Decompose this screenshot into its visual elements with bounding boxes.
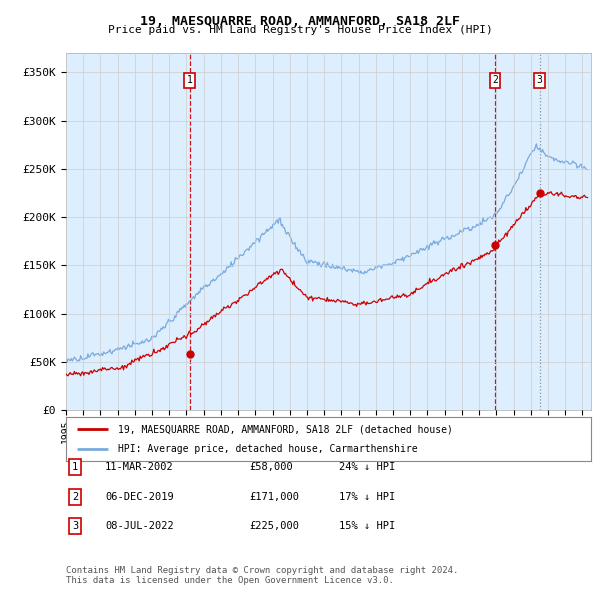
- Text: 1: 1: [72, 463, 78, 472]
- Text: £171,000: £171,000: [249, 492, 299, 502]
- Text: £58,000: £58,000: [249, 463, 293, 472]
- Text: 11-MAR-2002: 11-MAR-2002: [105, 463, 174, 472]
- Text: 19, MAESQUARRE ROAD, AMMANFORD, SA18 2LF: 19, MAESQUARRE ROAD, AMMANFORD, SA18 2LF: [140, 15, 460, 28]
- Text: 3: 3: [537, 75, 542, 85]
- Text: 1: 1: [187, 75, 193, 85]
- Text: 19, MAESQUARRE ROAD, AMMANFORD, SA18 2LF (detached house): 19, MAESQUARRE ROAD, AMMANFORD, SA18 2LF…: [119, 424, 454, 434]
- Text: Price paid vs. HM Land Registry's House Price Index (HPI): Price paid vs. HM Land Registry's House …: [107, 25, 493, 35]
- Text: 08-JUL-2022: 08-JUL-2022: [105, 522, 174, 531]
- Text: £225,000: £225,000: [249, 522, 299, 531]
- Text: 17% ↓ HPI: 17% ↓ HPI: [339, 492, 395, 502]
- Text: 3: 3: [72, 522, 78, 531]
- Text: HPI: Average price, detached house, Carmarthenshire: HPI: Average price, detached house, Carm…: [119, 444, 418, 454]
- Text: 2: 2: [492, 75, 498, 85]
- Text: 2: 2: [72, 492, 78, 502]
- Text: Contains HM Land Registry data © Crown copyright and database right 2024.
This d: Contains HM Land Registry data © Crown c…: [66, 566, 458, 585]
- Text: 06-DEC-2019: 06-DEC-2019: [105, 492, 174, 502]
- Text: 24% ↓ HPI: 24% ↓ HPI: [339, 463, 395, 472]
- Text: 15% ↓ HPI: 15% ↓ HPI: [339, 522, 395, 531]
